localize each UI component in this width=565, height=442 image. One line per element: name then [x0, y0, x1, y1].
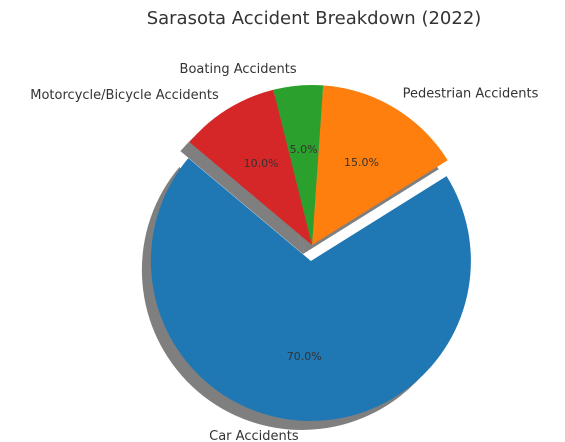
- slice-label-car-accidents: Car Accidents: [209, 429, 299, 442]
- pie-slice-motorcycle-bicycle-accidents: [189, 89, 312, 245]
- pct-label-boating-accidents: 5.0%: [290, 143, 318, 156]
- pct-label-motorcycle-bicycle-accidents: 10.0%: [244, 157, 279, 170]
- pct-label-pedestrian-accidents: 15.0%: [344, 156, 379, 169]
- pie-slice-pedestrian-accidents: [312, 85, 448, 245]
- slice-label-pedestrian-accidents: Pedestrian Accidents: [403, 87, 539, 102]
- pie-slice-boating-accidents: [273, 85, 324, 246]
- chart-title: Sarasota Accident Breakdown (2022): [147, 8, 482, 29]
- slice-label-boating-accidents: Boating Accidents: [180, 62, 297, 77]
- pie-slice-car-accidents: [150, 158, 471, 421]
- pie-label-layer: Car Accidents 70.0% Pedestrian Accidents 15…: [30, 62, 538, 442]
- pie-slice-layer: [150, 85, 471, 421]
- slice-label-motorcycle-bicycle-accidents: Motorcycle/Bicycle Accidents: [30, 88, 219, 103]
- pct-label-car-accidents: 70.0%: [287, 350, 322, 363]
